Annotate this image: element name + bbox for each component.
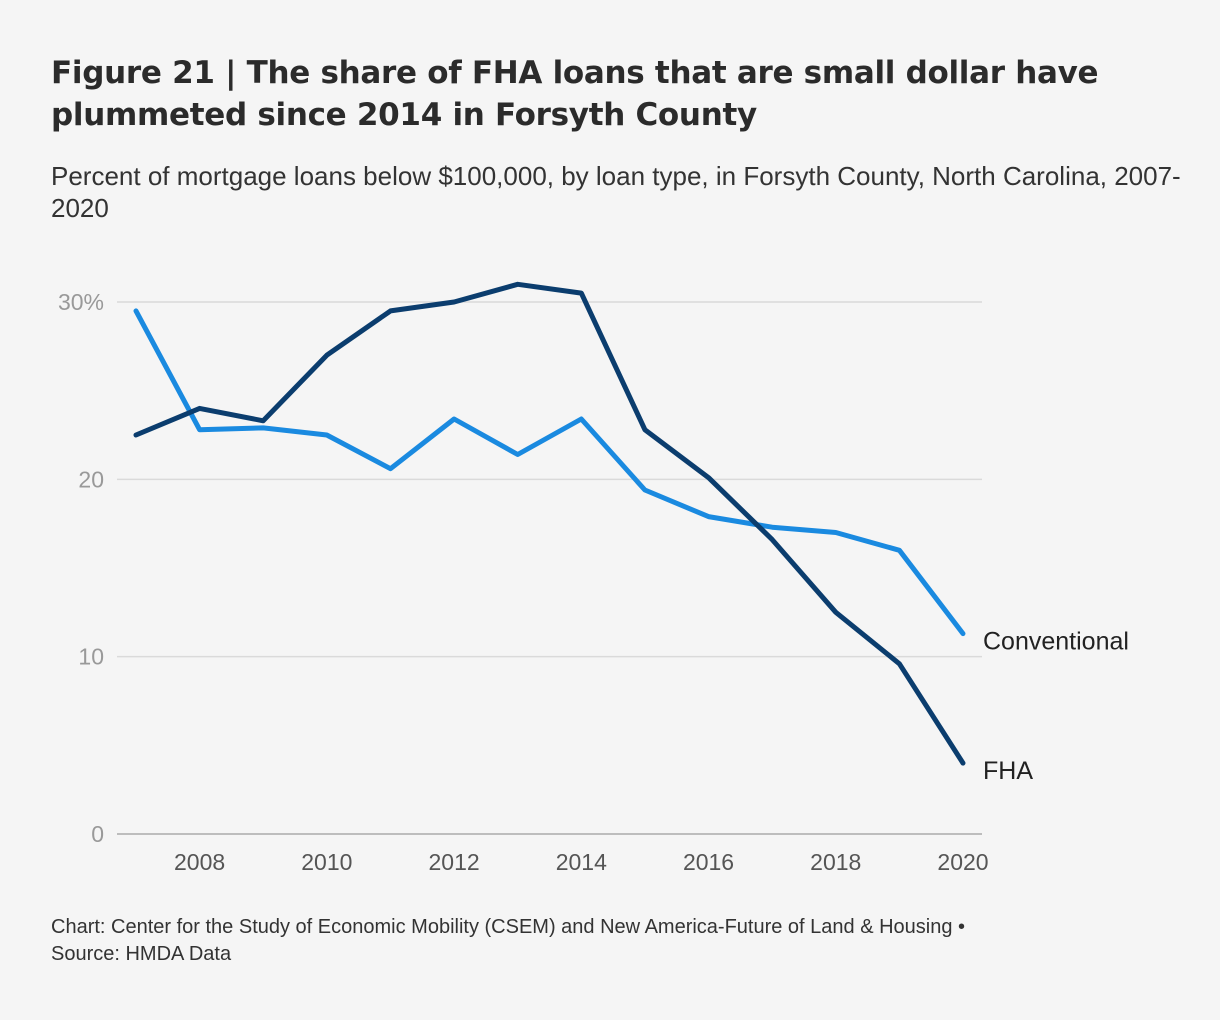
series-lines — [133, 281, 966, 766]
x-tick-label-2016: 2016 — [683, 849, 734, 875]
y-tick-label-30: 30% — [58, 289, 104, 315]
x-tick-label-2020: 2020 — [937, 849, 988, 875]
chart-footer: Chart: Center for the Study of Economic … — [51, 914, 1191, 968]
series-line-conventional — [133, 308, 966, 637]
x-tick-label-2014: 2014 — [556, 849, 607, 875]
chart-subtitle: Percent of mortgage loans below $100,000… — [51, 161, 1181, 223]
gridlines — [117, 301, 982, 835]
y-tick-label-20: 20 — [78, 466, 104, 492]
x-tick-label-2018: 2018 — [810, 849, 861, 875]
x-axis-ticks: 2008 2010 2012 2014 2016 2018 2020 — [174, 849, 989, 875]
series-label-fha: FHA — [983, 757, 1033, 785]
y-axis-ticks: 0 10 20 30% — [58, 289, 104, 847]
series-labels: Conventional FHA — [983, 628, 1129, 785]
series-label-conventional: Conventional — [983, 628, 1129, 656]
x-tick-label-2008: 2008 — [174, 849, 225, 875]
x-tick-label-2010: 2010 — [301, 849, 352, 875]
series-line-fha — [133, 281, 966, 766]
y-tick-label-10: 10 — [78, 644, 104, 670]
x-tick-label-2012: 2012 — [428, 849, 479, 875]
chart-credit: Chart: Center for the Study of Economic … — [51, 916, 966, 938]
chart-title: Figure 21 | The share of FHA loans that … — [51, 55, 1099, 133]
chart-source: Source: HMDA Data — [51, 943, 232, 965]
y-tick-label-0: 0 — [91, 821, 104, 847]
